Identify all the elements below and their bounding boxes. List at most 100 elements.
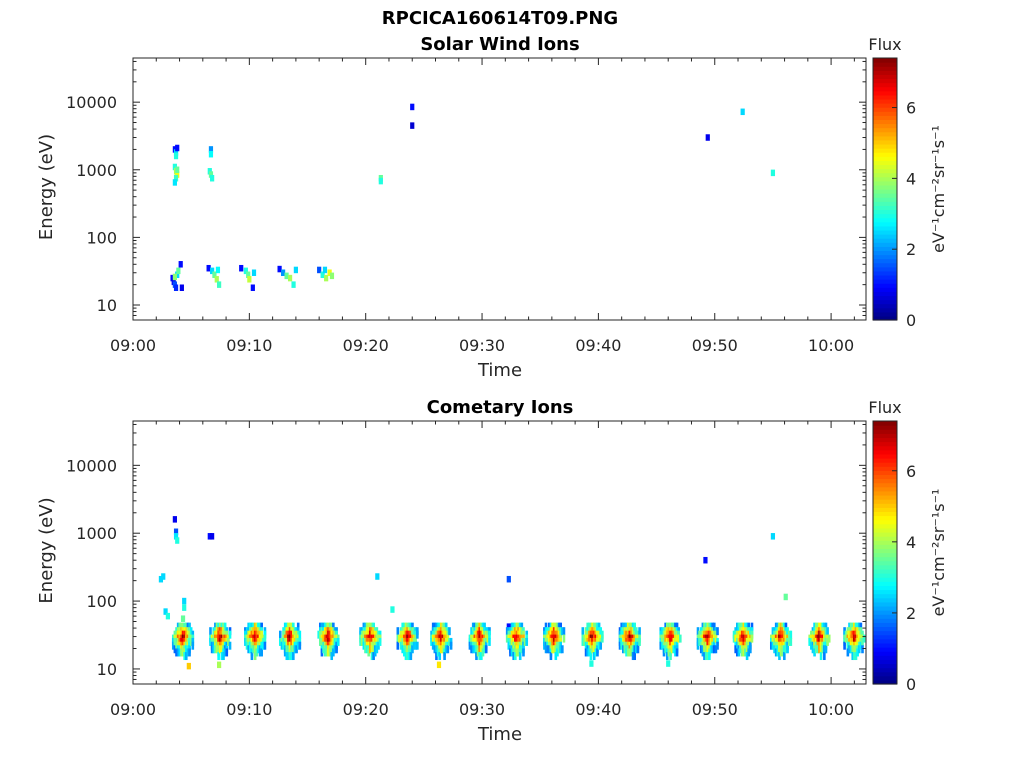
ion-cluster: [278, 622, 302, 661]
colorbar-segment: [873, 242, 897, 247]
ion-cluster: [430, 622, 453, 661]
colorbar-segment: [873, 139, 897, 145]
flux-cell: [399, 641, 403, 650]
flux-cell: [245, 641, 249, 650]
flux-cell: [317, 630, 320, 639]
flux-cell: [672, 622, 676, 631]
flux-cell: [471, 622, 475, 631]
flux-cell: [435, 622, 438, 631]
flux-cell: [283, 622, 287, 631]
flux-cell: [288, 622, 292, 631]
flux-cell: [370, 622, 374, 631]
flux-cell: [712, 645, 716, 654]
flux-cell: [853, 645, 856, 654]
colorbar-tick-label: 4: [906, 169, 916, 188]
colorbar-segment: [873, 189, 897, 194]
colorbar-segment: [873, 209, 897, 215]
colorbar-segment: [873, 511, 897, 517]
flux-cell: [789, 637, 793, 646]
colorbar-segment: [873, 515, 897, 521]
colorbar-segment: [873, 503, 897, 508]
flux-cell: [290, 645, 294, 654]
flux-cell: [638, 637, 641, 646]
ion-cluster: [696, 622, 719, 661]
flux-cell: [410, 122, 415, 129]
flux-cell: [191, 641, 195, 650]
ion-cluster: [618, 622, 641, 661]
colorbar-segment: [873, 160, 897, 166]
flux-cell: [854, 622, 858, 631]
flux-cell: [189, 637, 193, 646]
flux-cell: [443, 622, 446, 631]
flux-cell: [703, 622, 706, 631]
flux-cell: [396, 634, 400, 643]
flux-cell: [706, 652, 710, 661]
colorbar-segment: [873, 254, 897, 260]
x-tick-label: 10:00: [808, 336, 854, 355]
flux-cell: [592, 622, 596, 631]
colorbar-segment: [873, 486, 897, 492]
flux-cell: [217, 652, 220, 661]
colorbar-segment: [873, 466, 897, 471]
flux-cell: [672, 645, 676, 654]
flux-cell: [227, 637, 230, 646]
flux-cell: [436, 648, 440, 657]
flux-cell: [158, 575, 164, 583]
flux-cell: [441, 645, 445, 654]
flux-cell: [287, 652, 290, 661]
flux-cell: [473, 622, 477, 631]
flux-cell: [481, 648, 485, 657]
colorbar: 0 2 4 6 Flux eV⁻¹cm⁻²sr⁻¹s⁻¹: [868, 398, 948, 694]
flux-cell: [176, 267, 181, 275]
flux-cell: [252, 645, 255, 654]
flux-cell: [362, 641, 366, 650]
flux-cell: [664, 645, 667, 654]
x-tick-label: 09:20: [343, 700, 389, 719]
flux-cell: [543, 641, 546, 650]
colorbar-tick-label: 0: [906, 675, 916, 694]
flux-cell: [212, 645, 216, 654]
x-axis-label: Time: [477, 724, 522, 745]
flux-cell: [251, 269, 257, 276]
colorbar-segment: [873, 655, 897, 660]
flux-cell: [664, 622, 667, 631]
flux-cell: [441, 622, 445, 631]
flux-cell: [549, 652, 553, 661]
flux-cell: [285, 622, 289, 631]
flux-cell: [327, 269, 332, 276]
y-axis-label: Energy (eV): [36, 134, 57, 240]
flux-cell: [290, 622, 294, 631]
flux-cell: [433, 622, 437, 631]
flux-cell: [252, 622, 255, 631]
flux-cell: [210, 174, 215, 182]
flux-cell: [621, 622, 625, 631]
colorbar-segment: [873, 246, 897, 252]
flux-cell: [551, 645, 554, 654]
colorbar-segment: [873, 470, 897, 476]
flux-cell: [512, 652, 515, 661]
colorbar-segment: [873, 315, 897, 321]
flux-cell: [484, 645, 488, 654]
flux-cell: [557, 622, 561, 631]
colorbar-segment: [873, 62, 897, 67]
flux-cell: [518, 622, 522, 631]
flux-cell: [859, 622, 863, 631]
flux-cell: [861, 645, 864, 654]
colorbar-segment: [873, 103, 897, 108]
flux-cell: [448, 637, 451, 646]
flux-cell: [599, 627, 603, 636]
flux-cell: [280, 269, 286, 276]
flux-cell: [620, 641, 623, 650]
flux-cell: [325, 648, 329, 657]
flux-cell: [736, 648, 739, 657]
flux-cell: [247, 622, 250, 631]
colorbar-segment: [873, 675, 897, 681]
flux-cell: [623, 645, 627, 654]
flux-cell: [706, 645, 710, 654]
flux-cell: [514, 652, 517, 661]
flux-cell: [377, 641, 380, 650]
colorbar-segment: [873, 507, 897, 513]
flux-cell: [821, 645, 825, 654]
colorbar-unit-label: eV⁻¹cm⁻²sr⁻¹s⁻¹: [929, 125, 948, 253]
colorbar-segment: [873, 176, 897, 182]
